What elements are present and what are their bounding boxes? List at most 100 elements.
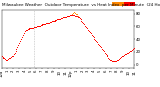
Point — [12, 55, 14, 56]
Point — [118, 58, 121, 59]
Point — [52, 20, 55, 21]
Point — [36, 26, 38, 27]
Point — [99, 46, 101, 47]
Point — [115, 60, 117, 62]
Point — [11, 56, 13, 57]
Point — [12, 54, 15, 55]
Point — [7, 58, 9, 60]
Point — [28, 28, 31, 29]
Point — [96, 42, 99, 43]
Point — [12, 54, 15, 55]
Point — [67, 15, 70, 16]
Point — [88, 31, 91, 33]
Point — [84, 25, 86, 26]
Point — [130, 49, 133, 51]
Point — [100, 47, 102, 48]
Point — [13, 52, 16, 53]
Point — [89, 33, 92, 34]
Point — [130, 49, 133, 51]
Point — [43, 23, 46, 25]
Point — [119, 57, 122, 58]
Point — [22, 34, 24, 35]
Point — [76, 14, 78, 15]
Point — [85, 26, 87, 28]
Point — [112, 61, 114, 62]
Point — [0, 55, 3, 56]
Point — [54, 19, 57, 21]
Point — [19, 40, 21, 42]
Point — [42, 24, 45, 25]
Point — [104, 53, 107, 55]
Point — [43, 23, 46, 25]
Point — [44, 23, 47, 25]
Point — [91, 35, 94, 37]
Point — [42, 24, 45, 25]
Point — [81, 21, 84, 23]
Bar — [124, 2, 135, 6]
Point — [53, 20, 56, 21]
Point — [30, 27, 33, 28]
Point — [77, 17, 80, 18]
Point — [0, 55, 3, 56]
Point — [16, 46, 19, 48]
Point — [96, 42, 99, 43]
Point — [89, 33, 92, 34]
Point — [116, 60, 118, 61]
Point — [113, 61, 115, 62]
Point — [71, 14, 73, 16]
Point — [70, 14, 72, 16]
Point — [123, 54, 125, 56]
Point — [11, 56, 13, 57]
Point — [31, 27, 34, 28]
Point — [9, 57, 11, 58]
Point — [23, 32, 25, 33]
Point — [48, 22, 50, 23]
Point — [131, 49, 134, 50]
Point — [7, 58, 9, 60]
Point — [108, 58, 111, 60]
Point — [66, 15, 69, 17]
Point — [45, 23, 48, 24]
Point — [93, 38, 96, 39]
Point — [15, 48, 18, 49]
Point — [61, 17, 63, 19]
Point — [80, 20, 83, 21]
Point — [95, 40, 98, 42]
Point — [74, 15, 76, 16]
Point — [119, 57, 122, 58]
Point — [59, 18, 61, 19]
Point — [67, 15, 70, 16]
Point — [33, 26, 35, 28]
Point — [54, 19, 57, 21]
Point — [41, 24, 44, 25]
Point — [120, 56, 123, 58]
Point — [10, 56, 12, 58]
Point — [5, 59, 8, 60]
Point — [34, 26, 36, 28]
Point — [113, 61, 115, 62]
Point — [31, 27, 34, 28]
Point — [92, 37, 95, 38]
Point — [100, 47, 102, 48]
Point — [102, 49, 104, 51]
Point — [23, 32, 25, 33]
Point — [70, 14, 72, 16]
Point — [47, 22, 49, 23]
Point — [69, 14, 72, 16]
Point — [40, 24, 43, 26]
Point — [20, 38, 22, 39]
Point — [56, 19, 59, 20]
Point — [32, 27, 34, 28]
Point — [26, 28, 29, 30]
Point — [127, 52, 129, 53]
Point — [126, 52, 128, 54]
Point — [105, 54, 108, 56]
Point — [114, 61, 116, 62]
Point — [72, 14, 74, 16]
Point — [2, 57, 5, 58]
Point — [64, 16, 67, 17]
Point — [64, 16, 66, 17]
Point — [106, 56, 109, 57]
Point — [5, 59, 8, 60]
Point — [78, 17, 81, 19]
